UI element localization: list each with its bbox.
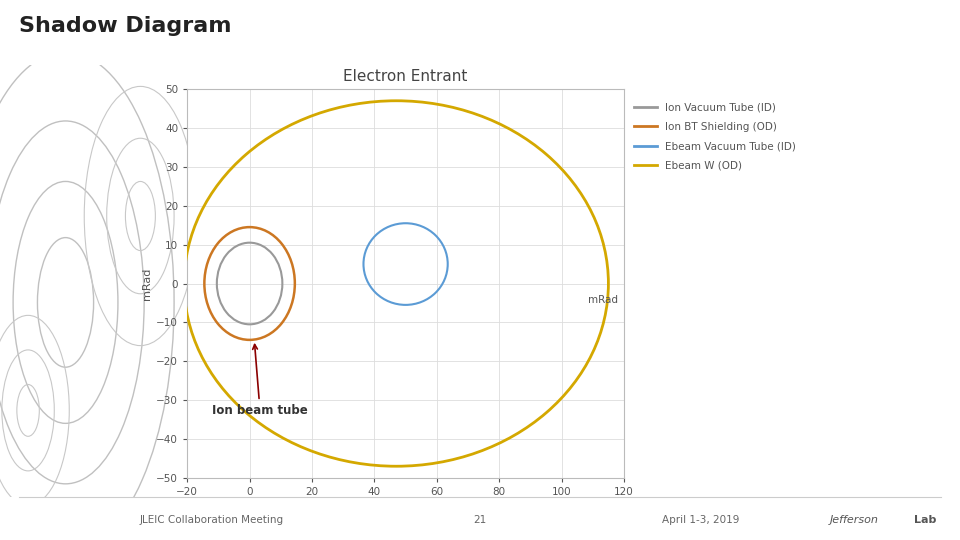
Legend: Ion Vacuum Tube (ID), Ion BT Shielding (OD), Ebeam Vacuum Tube (ID), Ebeam W (OD: Ion Vacuum Tube (ID), Ion BT Shielding (… bbox=[634, 103, 796, 171]
Y-axis label: mRad: mRad bbox=[142, 267, 152, 300]
Title: Electron Entrant: Electron Entrant bbox=[344, 69, 468, 84]
Text: Ion beam tube: Ion beam tube bbox=[212, 345, 308, 417]
Text: Lab: Lab bbox=[914, 515, 936, 524]
Text: mRad: mRad bbox=[588, 295, 618, 305]
Text: JLEIC Collaboration Meeting: JLEIC Collaboration Meeting bbox=[139, 515, 283, 524]
Text: 21: 21 bbox=[473, 515, 487, 524]
Text: April 1-3, 2019: April 1-3, 2019 bbox=[662, 515, 739, 524]
Text: Shadow Diagram: Shadow Diagram bbox=[19, 16, 231, 36]
Text: Jefferson: Jefferson bbox=[829, 515, 878, 524]
